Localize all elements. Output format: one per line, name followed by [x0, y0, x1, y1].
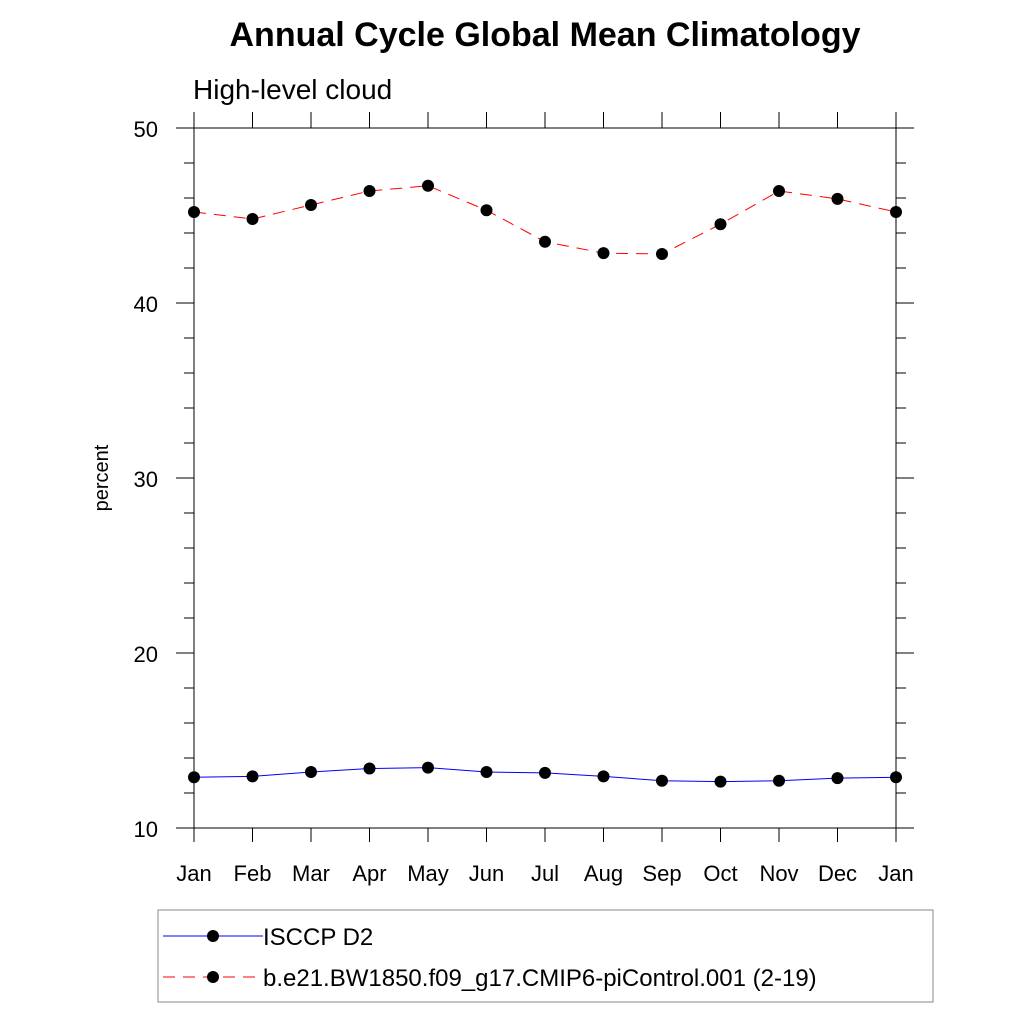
y-axis-label: percent [91, 444, 113, 511]
y-tick-label: 20 [134, 642, 158, 667]
series-point-1 [831, 192, 844, 205]
series-point-1 [656, 248, 668, 260]
series-point-1 [890, 206, 902, 218]
legend-marker-isccp [207, 930, 219, 942]
x-tick-label: Dec [818, 861, 857, 886]
x-tick-label: May [407, 861, 449, 886]
legend-entry-cmip6: b.e21.BW1850.f09_g17.CMIP6-piControl.001… [163, 965, 817, 992]
series-point-0 [305, 766, 317, 778]
series-point-1 [305, 199, 317, 211]
series-point-1 [539, 235, 551, 248]
series-point-1 [480, 204, 493, 217]
series-point-0 [539, 766, 551, 779]
series-point-1 [597, 247, 610, 260]
series-layer [188, 179, 902, 788]
x-tick-label: Jul [531, 861, 559, 886]
series-point-0 [714, 775, 727, 788]
legend-box [157, 909, 934, 1003]
series-0 [188, 761, 902, 788]
legend-marker-cmip6 [207, 971, 219, 983]
x-tick-label: Nov [759, 861, 798, 886]
series-point-1 [188, 206, 200, 218]
series-point-0 [597, 770, 610, 783]
legend-label-isccp: ISCCP D2 [263, 924, 373, 951]
y-tick-label: 50 [134, 117, 158, 142]
y-tick-label: 30 [134, 467, 158, 492]
series-point-0 [831, 772, 844, 785]
series-point-1 [714, 218, 727, 231]
x-tick-label: Oct [703, 861, 737, 886]
series-point-0 [246, 770, 259, 783]
legend-entry-isccp: ISCCP D2 [163, 924, 373, 951]
series-point-1 [363, 185, 376, 197]
series-point-0 [363, 762, 376, 775]
series-point-1 [773, 185, 785, 197]
series-point-0 [188, 771, 200, 784]
series-point-0 [773, 774, 785, 787]
x-tick-label: Jun [469, 861, 504, 886]
x-tick-label: Jan [176, 861, 211, 886]
chart-title: Annual Cycle Global Mean Climatology [230, 16, 861, 54]
x-tick-label: Sep [642, 861, 681, 886]
plot-frame [193, 127, 897, 829]
y-tick-label: 10 [134, 817, 158, 842]
chart-subtitle: High-level cloud [193, 74, 392, 105]
series-point-1 [422, 179, 434, 192]
x-tick-label: Jan [878, 861, 913, 886]
series-point-1 [246, 213, 259, 225]
x-tick-label: Aug [584, 861, 623, 886]
series-point-0 [656, 774, 668, 787]
y-tick-label: 40 [134, 292, 158, 317]
x-tick-label: Apr [352, 861, 386, 886]
series-point-0 [480, 766, 493, 778]
series-point-0 [890, 771, 902, 784]
legend-label-cmip6: b.e21.BW1850.f09_g17.CMIP6-piControl.001… [263, 965, 817, 992]
axes: 10 20 30 40 50 Jan Feb Mar Apr May Jun Jul Aug Sep Oct… [134, 112, 914, 886]
series-point-0 [422, 761, 434, 774]
x-tick-label: Feb [234, 861, 272, 886]
x-tick-label: Mar [292, 861, 330, 886]
series-1 [188, 179, 902, 260]
